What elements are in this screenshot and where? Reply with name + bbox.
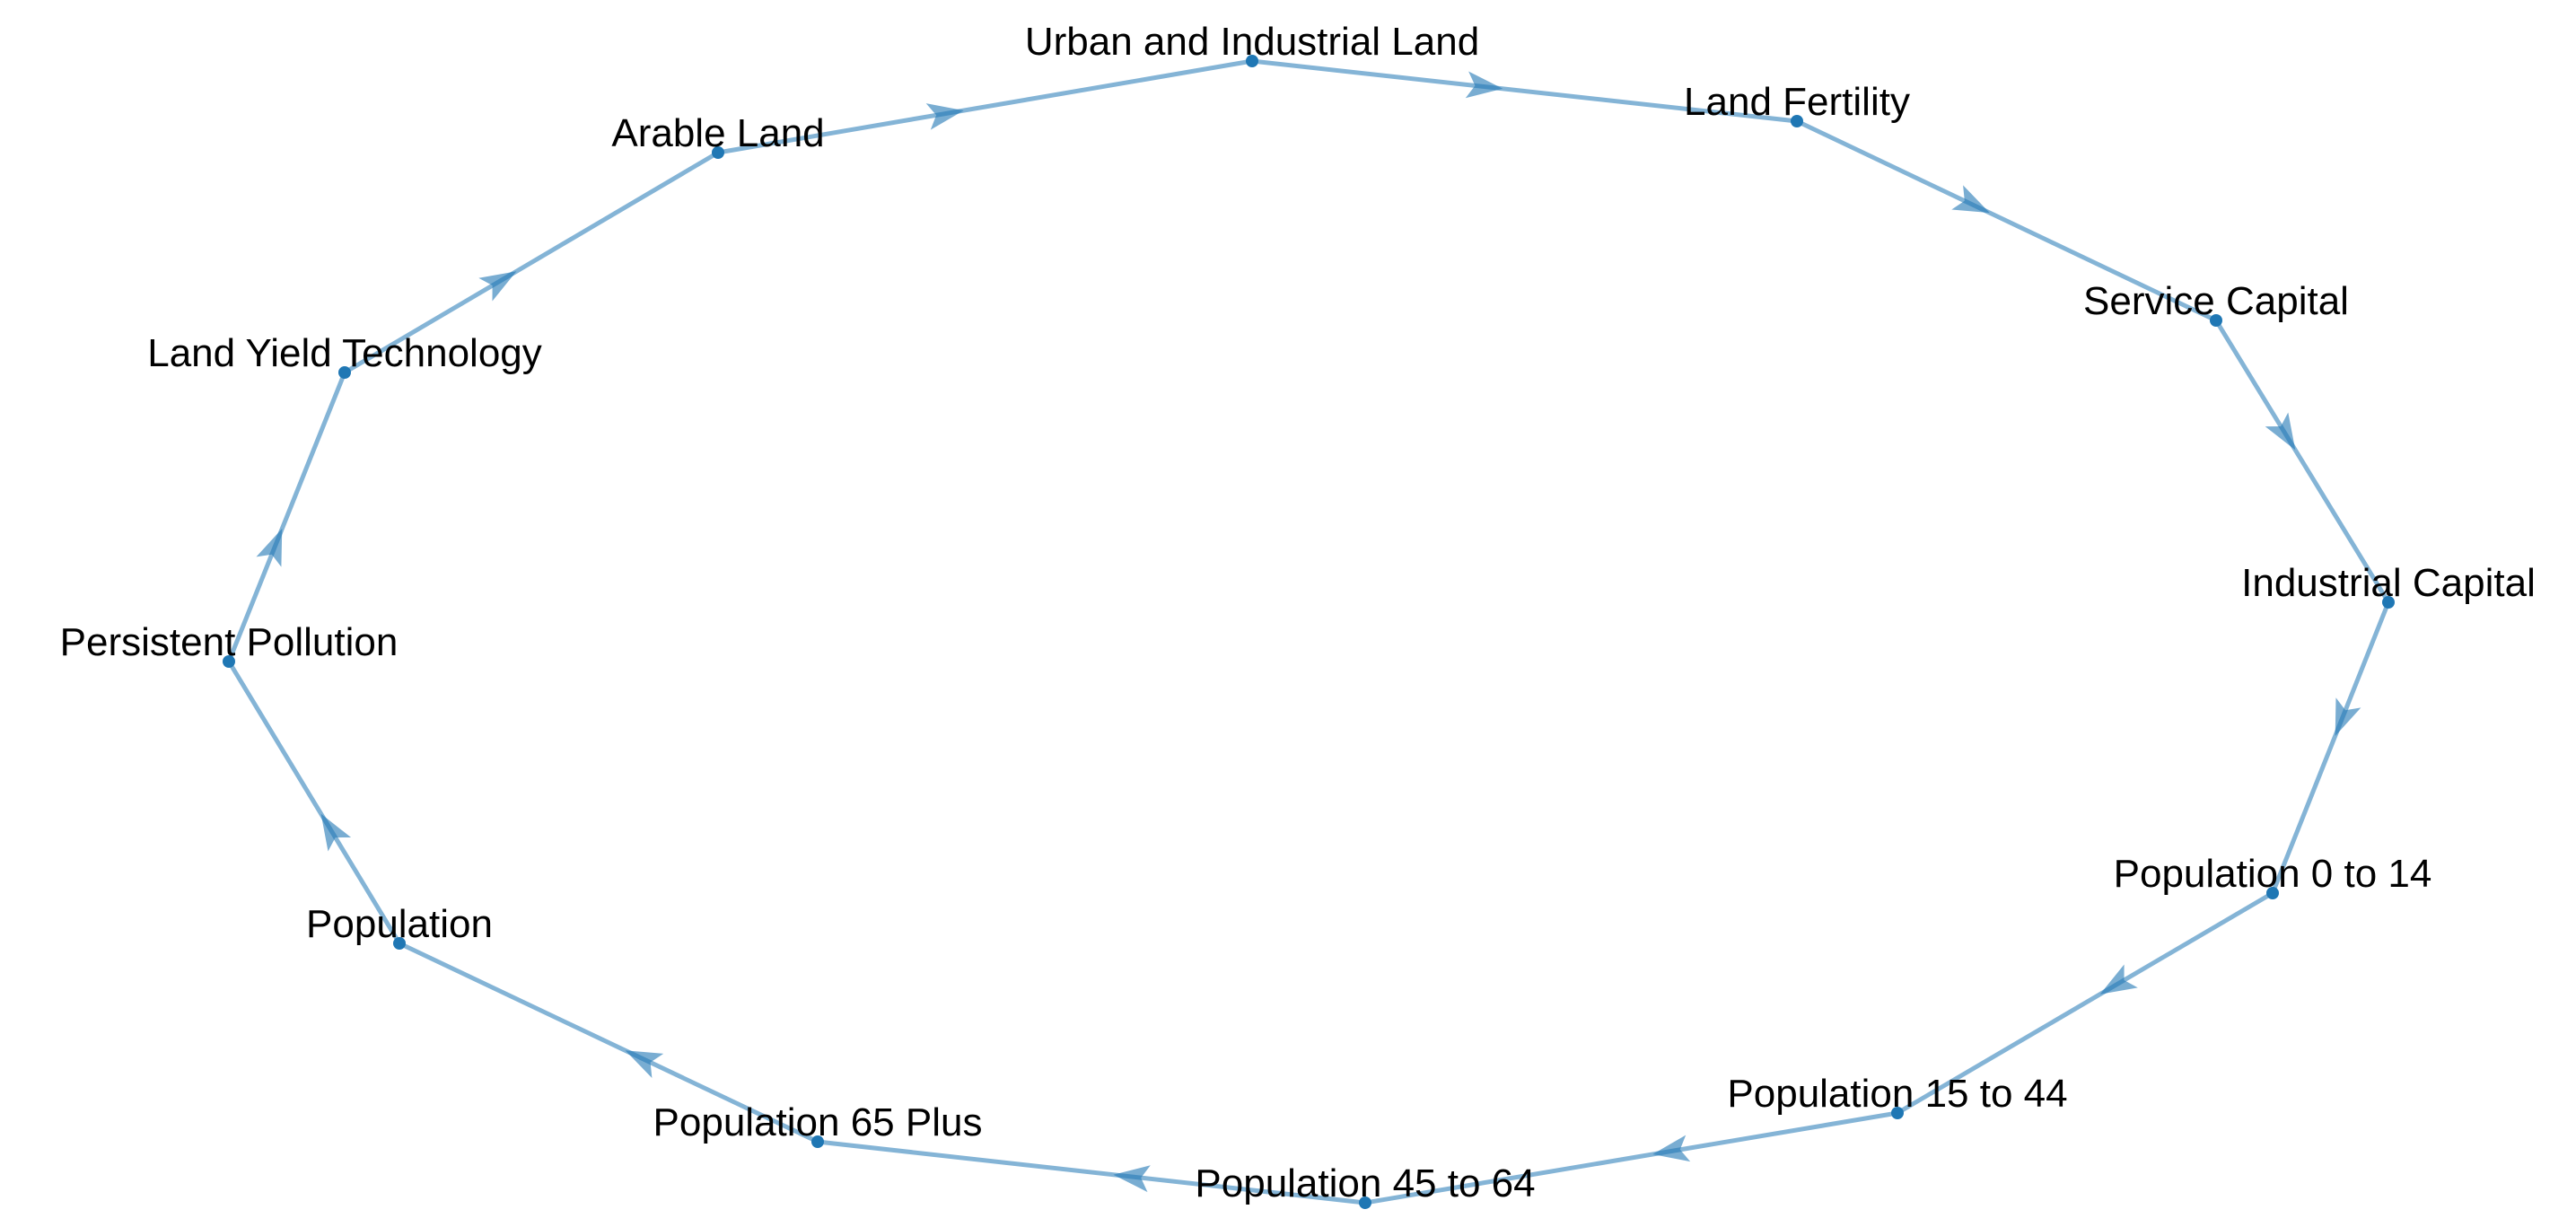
arrowhead-service_capital-to-industrial_capital xyxy=(2265,412,2296,451)
edge-land_yield_technology-to-arable_land xyxy=(343,150,720,375)
node-dot-arable_land xyxy=(712,146,724,159)
arrowhead-industrial_capital-to-population_0_14 xyxy=(2335,697,2361,736)
node-dot-service_capital xyxy=(2210,314,2222,327)
edge-population-to-persistent_pollution xyxy=(226,660,402,945)
node-dot-urban_industrial_land xyxy=(1246,55,1258,67)
node-label-population_0_14: Population 0 to 14 xyxy=(2113,852,2432,897)
arrowhead-population_0_14-to-population_15_44 xyxy=(2099,964,2138,995)
node-dot-industrial_capital xyxy=(2382,596,2395,609)
node-label-persistent_pollution: Persistent Pollution xyxy=(59,620,399,665)
node-dot-population_65_plus xyxy=(811,1135,824,1148)
edge-population_0_14-to-population_15_44 xyxy=(1896,890,2274,1116)
edge-population_45_64-to-population_65_plus xyxy=(817,1139,1366,1205)
edge-land_fertility-to-service_capital xyxy=(1795,118,2218,323)
arrowhead-urban_industrial_land-to-land_fertility xyxy=(1465,71,1503,99)
node-label-population_45_64: Population 45 to 64 xyxy=(1195,1161,1536,1206)
node-dot-population xyxy=(393,937,406,950)
edge-population_15_44-to-population_45_64 xyxy=(1364,1110,1898,1205)
node-label-service_capital: Service Capital xyxy=(2083,279,2349,324)
node-label-urban_industrial_land: Urban and Industrial Land xyxy=(1024,20,1480,65)
arrowhead-arable_land-to-urban_industrial_land xyxy=(925,103,964,130)
node-dot-population_0_14 xyxy=(2266,887,2279,899)
edge-arable_land-to-urban_industrial_land xyxy=(717,58,1253,155)
arrowhead-population_45_64-to-population_65_plus xyxy=(1113,1165,1151,1193)
arrowhead-population_15_44-to-population_45_64 xyxy=(1652,1135,1691,1162)
edge-persistent_pollution-to-land_yield_technology xyxy=(226,372,347,662)
node-dot-land_fertility xyxy=(1791,115,1803,127)
node-dot-land_yield_technology xyxy=(338,366,351,379)
node-label-land_fertility: Land Fertility xyxy=(1684,80,1910,125)
edge-industrial_capital-to-population_0_14 xyxy=(2270,601,2391,894)
node-dot-persistent_pollution xyxy=(223,655,235,668)
arrowhead-population-to-persistent_pollution xyxy=(320,813,352,852)
arrowhead-land_fertility-to-service_capital xyxy=(1951,185,1990,214)
node-dot-population_45_64 xyxy=(1359,1196,1371,1209)
arrowhead-population_65_plus-to-population xyxy=(625,1050,664,1078)
node-label-population_15_44: Population 15 to 44 xyxy=(1727,1072,2068,1117)
node-label-arable_land: Arable Land xyxy=(611,111,825,156)
edge-population_65_plus-to-population xyxy=(398,941,819,1144)
arrowhead-land_yield_technology-to-arable_land xyxy=(478,271,517,302)
node-label-population_65_plus: Population 65 Plus xyxy=(653,1100,983,1145)
arrowhead-persistent_pollution-to-land_yield_technology xyxy=(256,528,283,567)
edge-urban_industrial_land-to-land_fertility xyxy=(1251,58,1798,124)
node-label-population: Population xyxy=(306,902,493,947)
node-label-industrial_capital: Industrial Capital xyxy=(2241,561,2536,606)
edge-service_capital-to-industrial_capital xyxy=(2213,319,2391,604)
node-dot-population_15_44 xyxy=(1891,1107,1904,1119)
node-label-land_yield_technology: Land Yield Technology xyxy=(147,331,542,376)
